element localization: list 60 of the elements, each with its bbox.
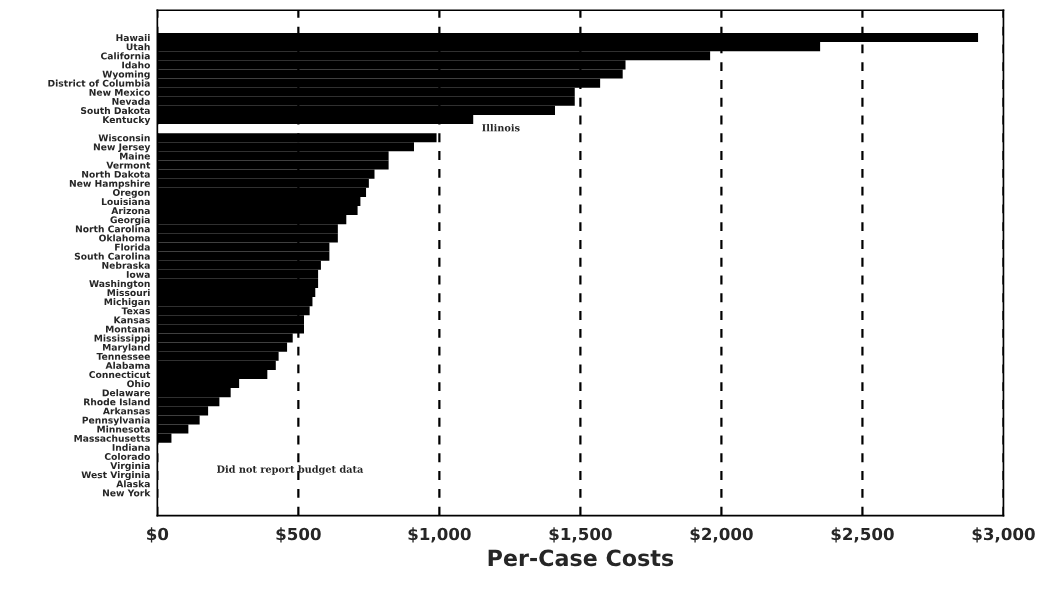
y-tick-label: Hawaii — [116, 34, 150, 42]
x-tick-label: $2,500 — [831, 527, 894, 543]
y-tick-label: Kansas — [114, 316, 150, 324]
y-tick-label: South Dakota — [81, 106, 150, 115]
y-tick-label: Indiana — [112, 443, 150, 451]
y-tick-label: Ohio — [127, 380, 150, 388]
y-tick-label: Massachusetts — [74, 434, 150, 442]
y-tick-label: Maryland — [103, 343, 150, 353]
y-tick-label: Nebraska — [102, 261, 150, 269]
y-tick-label: Missouri — [107, 289, 150, 297]
y-tick-label: Kentucky — [103, 116, 151, 125]
y-tick-label: North Carolina — [75, 225, 150, 233]
x-tick-label: $1,000 — [408, 527, 471, 543]
y-tick-label: Arkansas — [102, 407, 150, 415]
y-tick-label: Rhode Island — [84, 398, 150, 406]
y-tick-label: Iowa — [126, 271, 150, 278]
x-axis-title: Per-Case Costs — [488, 549, 674, 567]
y-tick-label: Nevada — [112, 97, 150, 105]
y-tick-label: California — [101, 52, 150, 60]
y-tick-label: South Carolina — [74, 252, 150, 260]
y-tick-label: Florida — [115, 243, 150, 251]
y-tick-label: Texas — [121, 307, 150, 315]
y-tick-label: New Mexico — [89, 88, 150, 96]
y-tick-label: Virginia — [110, 462, 150, 471]
y-tick-label: Utah — [126, 43, 150, 51]
y-tick-label: Tennessee — [96, 353, 150, 360]
x-tick-label: $500 — [276, 527, 321, 543]
y-tick-label: Mississippi — [94, 334, 150, 344]
x-tick-label: $2,000 — [690, 527, 753, 543]
y-tick-label: Colorado — [104, 452, 150, 460]
y-tick-label: Michigan — [104, 298, 150, 308]
y-tick-label: Vermont — [106, 161, 151, 169]
y-tick-label: North Dakota — [82, 170, 150, 178]
y-tick-label: District of Columbia — [48, 79, 150, 87]
x-tick-label: $0 — [147, 527, 169, 543]
annotation: Did not report budget data — [217, 465, 364, 475]
y-tick-label: New Jersey — [93, 143, 151, 153]
y-tick-label: Alaska — [116, 480, 150, 488]
y-tick-label: Louisiana — [101, 197, 150, 206]
y-tick-label: New York — [102, 489, 151, 497]
y-tick-label: Pennsylvania — [82, 416, 150, 426]
y-tick-label: Oklahoma — [99, 234, 150, 242]
y-tick-label: Connecticut — [89, 370, 151, 379]
annotation: Illinois — [482, 123, 520, 132]
y-tick-label: Georgia — [110, 216, 150, 226]
x-tick-label: $3,000 — [972, 527, 1035, 543]
y-tick-label: New Hampshire — [69, 179, 150, 189]
y-tick-label: Wyoming — [102, 70, 150, 80]
y-tick-label: Idaho — [122, 61, 150, 69]
y-tick-label: Oregon — [112, 188, 150, 198]
x-tick-label: $1,500 — [549, 527, 612, 543]
y-tick-label: Alabama — [105, 361, 150, 369]
y-tick-label: Maine — [120, 152, 150, 160]
y-tick-label: Delaware — [102, 389, 150, 397]
y-tick-label: Arizona — [111, 207, 150, 215]
y-tick-label: Wisconsin — [98, 134, 150, 142]
y-tick-label: Washington — [89, 279, 150, 289]
y-tick-label: West Virginia — [81, 471, 150, 481]
y-tick-label: Minnesota — [97, 425, 150, 433]
y-tick-label: Montana — [106, 325, 150, 333]
